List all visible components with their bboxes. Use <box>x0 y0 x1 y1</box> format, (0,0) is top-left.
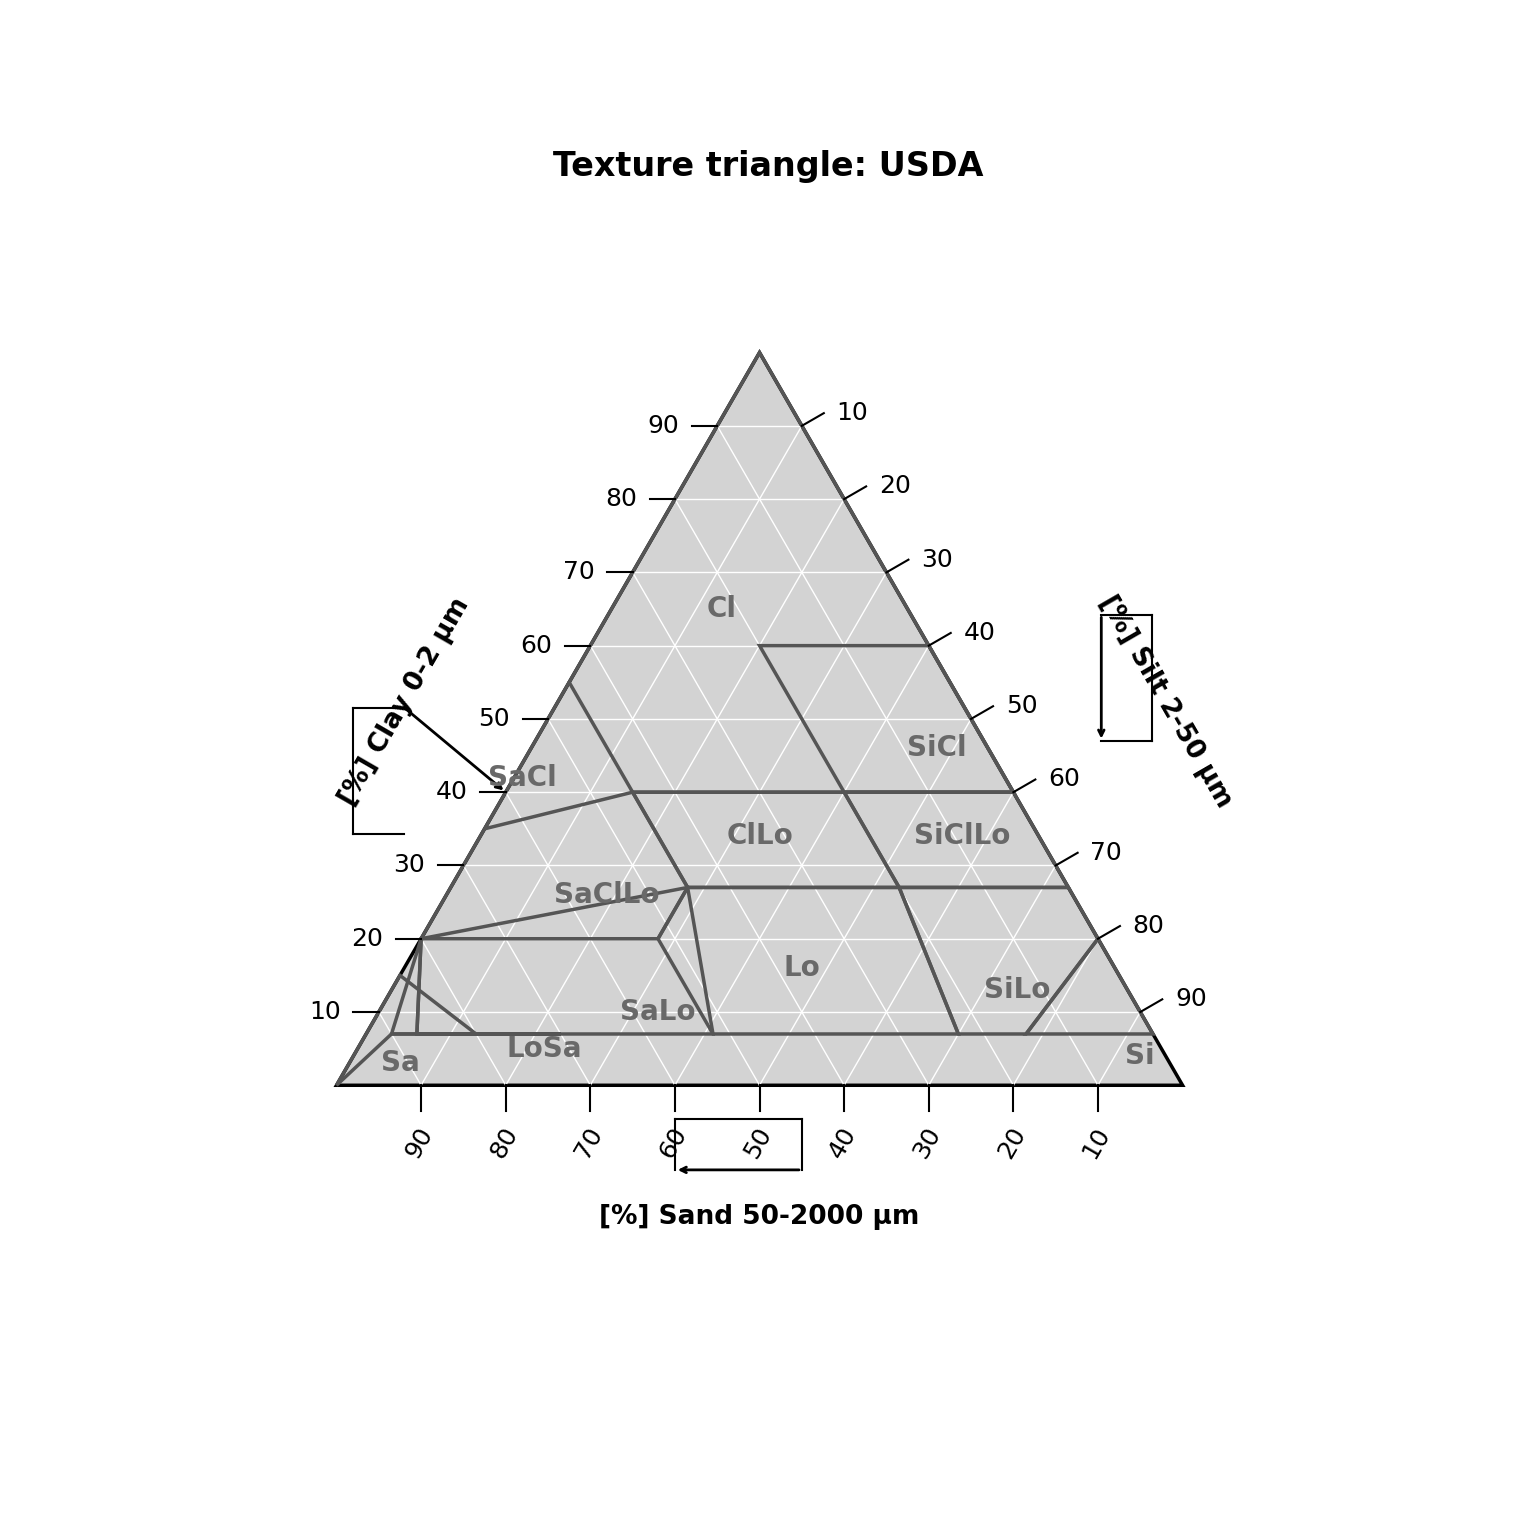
Text: 10: 10 <box>309 1000 341 1025</box>
Text: Si: Si <box>1126 1041 1155 1071</box>
Text: 30: 30 <box>909 1123 945 1163</box>
Text: 50: 50 <box>1006 694 1037 719</box>
Text: 90: 90 <box>1175 988 1207 1011</box>
Text: [%] Sand 50-2000 μm: [%] Sand 50-2000 μm <box>599 1204 920 1230</box>
Text: 80: 80 <box>485 1123 522 1163</box>
Text: 80: 80 <box>605 487 637 511</box>
Text: [%] Clay 0-2 μm: [%] Clay 0-2 μm <box>335 593 475 811</box>
Text: SaClLo: SaClLo <box>554 880 660 909</box>
Text: 70: 70 <box>570 1123 607 1163</box>
Text: SiCl: SiCl <box>908 734 968 762</box>
Text: 60: 60 <box>1048 768 1080 791</box>
Text: 30: 30 <box>393 854 425 877</box>
Text: ClLo: ClLo <box>727 822 793 849</box>
Text: 30: 30 <box>922 548 952 571</box>
Text: 40: 40 <box>823 1123 860 1163</box>
Text: SiLo: SiLo <box>985 975 1051 1005</box>
Text: [%] Silt 2-50 μm: [%] Silt 2-50 μm <box>1094 591 1236 813</box>
Text: Sa: Sa <box>381 1049 419 1077</box>
Text: 20: 20 <box>879 475 911 498</box>
Text: 10: 10 <box>837 401 868 425</box>
Text: 40: 40 <box>436 780 467 805</box>
Text: LoSa: LoSa <box>505 1035 582 1063</box>
Text: 50: 50 <box>739 1123 776 1163</box>
Text: SaCl: SaCl <box>488 763 558 791</box>
Text: 10: 10 <box>1078 1123 1115 1163</box>
Text: 80: 80 <box>1132 914 1164 938</box>
Text: 20: 20 <box>352 926 382 951</box>
Text: 60: 60 <box>521 634 553 657</box>
Text: 70: 70 <box>1091 840 1123 865</box>
Text: SaLo: SaLo <box>621 998 696 1026</box>
Text: 20: 20 <box>994 1123 1031 1163</box>
Text: 70: 70 <box>562 561 594 584</box>
Title: Texture triangle: USDA: Texture triangle: USDA <box>553 151 983 183</box>
Text: 90: 90 <box>401 1123 438 1163</box>
Polygon shape <box>336 353 1183 1086</box>
Text: 40: 40 <box>963 621 995 645</box>
Text: Lo: Lo <box>783 954 820 982</box>
Text: 60: 60 <box>654 1123 691 1163</box>
Text: 50: 50 <box>478 707 510 731</box>
Text: 90: 90 <box>647 413 679 438</box>
Text: Cl: Cl <box>707 594 736 624</box>
Text: SiClLo: SiClLo <box>914 822 1011 849</box>
